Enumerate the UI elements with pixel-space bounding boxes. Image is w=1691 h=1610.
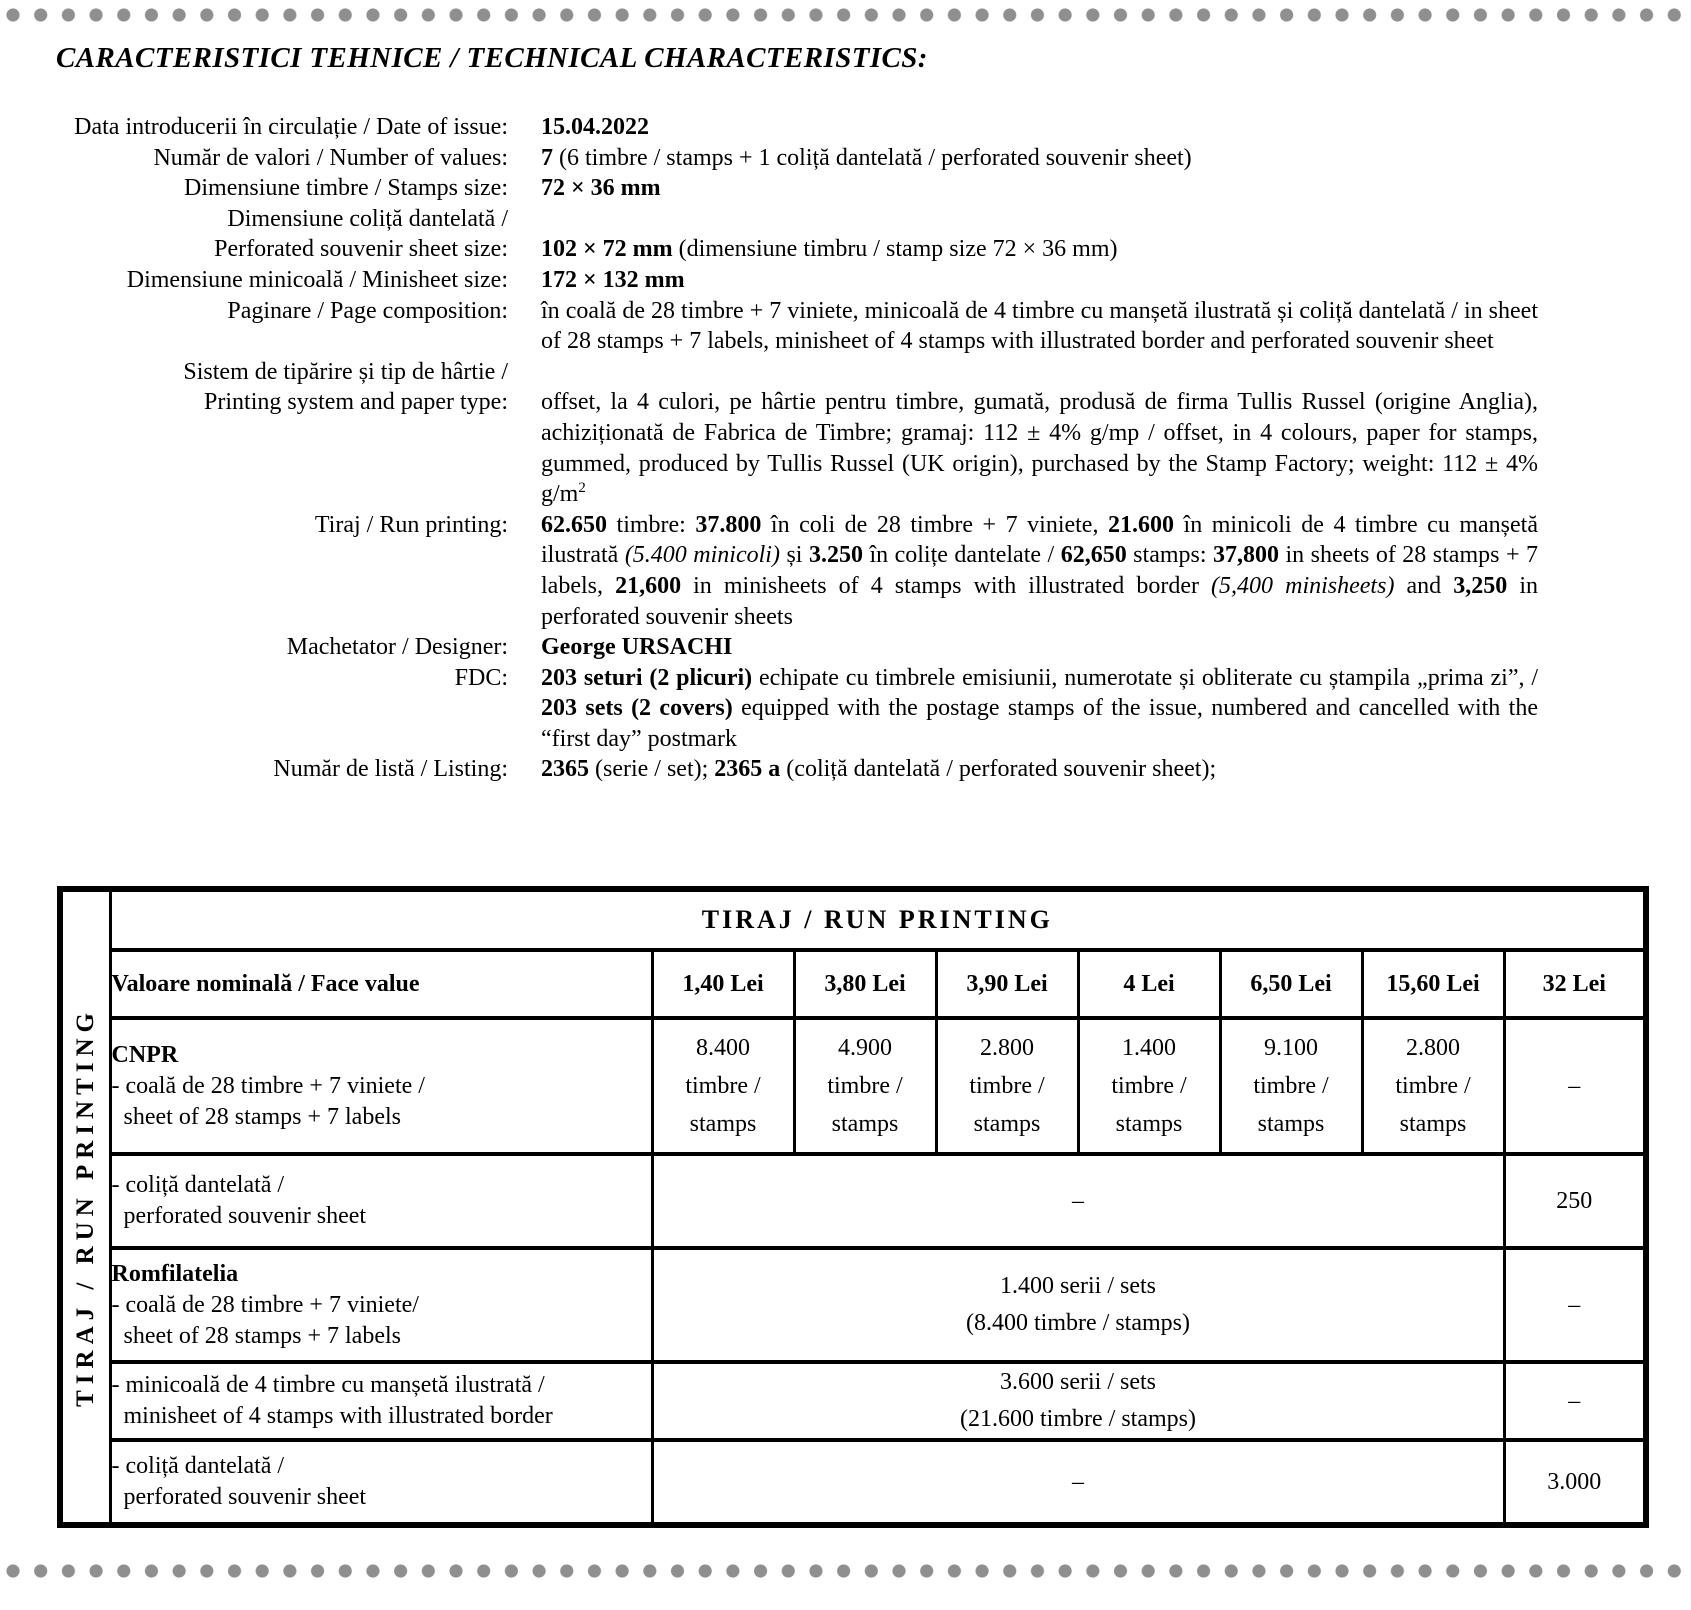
table-row-romfilatelia-sheet-of-28: Romfilatelia - coală de 28 timbre + 7 vin…	[60, 1246, 1648, 1364]
info-value: 2365 (serie / set); 2365 a (coliță dante…	[541, 756, 1217, 783]
info-value: 62.650 timbre: 37.800 în coli de 28 timb…	[541, 511, 1538, 630]
table-row-cnpr-sheet-of-28: CNPR - coală de 28 timbre + 7 viniete / s…	[60, 1016, 1648, 1156]
romfilatelia-souvenir-merged-cell: –	[650, 1438, 1506, 1527]
cnpr-qty-3-80: 4.900 timbre / stamps	[792, 1016, 938, 1156]
info-row-designer: Machetator / Designer: George URSACHI	[40, 632, 1632, 663]
cnpr-qty-4: 1.400 timbre / stamps	[1076, 1016, 1222, 1156]
cnpr-qty-6-50: 9.100 timbre / stamps	[1218, 1016, 1364, 1156]
cnpr-qty-15-60: 2.800 timbre / stamps	[1360, 1016, 1506, 1156]
info-label: Data introducerii în circulație / Date o…	[74, 114, 508, 140]
info-label: Sistem de tipărire și tip de hârtie / Pri…	[183, 358, 508, 416]
face-value-32-lei: 32 Lei	[1502, 948, 1648, 1020]
cnpr-qty-3-90: 2.800 timbre / stamps	[934, 1016, 1080, 1156]
info-label: Paginare / Page composition:	[227, 297, 508, 324]
face-value-4-lei: 4 Lei	[1076, 948, 1222, 1020]
info-label: Dimensiune timbre / Stamps size:	[184, 175, 508, 202]
table-side-header-label: TIRAJ / RUN PRINTING	[71, 1007, 99, 1407]
info-value: 72 × 36 mm	[541, 175, 661, 202]
info-value: offset, la 4 culori, pe hârtie pentru ti…	[541, 389, 1538, 508]
minisheet-sets-merged-cell: 3.600 serii / sets (21.600 timbre / stam…	[650, 1360, 1506, 1442]
row-label-romfilatelia: Romfilatelia - coală de 28 timbre + 7 vin…	[108, 1246, 654, 1364]
table-row-romfilatelia-souvenir-sheet: - coliță dantelată / perforated souvenir…	[60, 1438, 1648, 1527]
dotted-border-bottom	[6, 1564, 1687, 1579]
info-label: Dimensiune coliță dantelată / Perforated …	[214, 205, 508, 263]
info-value: 102 × 72 mm (dimensiune timbru / stamp s…	[541, 236, 1118, 263]
cnpr-souvenir-qty-32: 250	[1502, 1152, 1648, 1250]
table-title-cell: TIRAJ / RUN PRINTING	[108, 887, 1648, 952]
run-printing-table: TIRAJ / RUN PRINTING TIRAJ / RUN PRINTIN…	[57, 886, 1650, 1528]
table-row-cnpr-souvenir-sheet: - coliță dantelată / perforated souvenir…	[60, 1152, 1648, 1250]
info-value: 7 (6 timbre / stamps + 1 coliță dantelat…	[541, 144, 1192, 171]
technical-characteristics-list: Data introducerii în circulație / Date o…	[40, 112, 1632, 785]
dotted-border-top	[6, 8, 1687, 23]
row-label-cnpr: CNPR - coală de 28 timbre + 7 viniete / s…	[108, 1016, 654, 1156]
face-value-3-80-lei: 3,80 Lei	[792, 948, 938, 1020]
info-label: Număr de valori / Number of values:	[153, 144, 508, 171]
row-label-romfilatelia-souvenir: - coliță dantelată / perforated souvenir…	[108, 1438, 654, 1527]
minisheet-qty-32: –	[1502, 1360, 1648, 1442]
face-value-6-50-lei: 6,50 Lei	[1218, 948, 1364, 1020]
romfilatelia-qty-32: –	[1502, 1246, 1648, 1364]
info-row-date-of-issue: Data introducerii în circulație / Date o…	[40, 112, 1632, 143]
info-label: Machetator / Designer:	[286, 634, 508, 661]
info-label: Tiraj / Run printing:	[314, 511, 508, 538]
face-value-1-40-lei: 1,40 Lei	[650, 948, 796, 1020]
info-row-fdc: FDC: 203 seturi (2 plicuri) echipate cu …	[40, 663, 1632, 755]
info-label: Număr de listă / Listing:	[273, 756, 508, 783]
face-value-header-cell: Valoare nominală / Face value	[108, 948, 654, 1020]
table-row-romfilatelia-minisheet: - minicoală de 4 timbre cu manșetă ilust…	[60, 1360, 1648, 1442]
info-row-stamps-size: Dimensiune timbre / Stamps size: 72 × 36…	[40, 173, 1632, 204]
info-label: FDC:	[454, 664, 508, 691]
info-value: în coală de 28 timbre + 7 viniete, minic…	[541, 297, 1538, 355]
face-value-15-60-lei: 15,60 Lei	[1360, 948, 1506, 1020]
info-value: George URSACHI	[541, 634, 733, 661]
info-row-run-printing: Tiraj / Run printing: 62.650 timbre: 37.…	[40, 510, 1632, 632]
info-row-printing-system: Sistem de tipărire și tip de hârtie / Pri…	[40, 357, 1632, 510]
info-row-souvenir-sheet-size: Dimensiune coliță dantelată / Perforated …	[40, 204, 1632, 265]
cnpr-souvenir-merged-cell: –	[650, 1152, 1506, 1250]
info-value: 172 × 132 mm	[541, 266, 685, 293]
row-label-cnpr-souvenir: - coliță dantelată / perforated souvenir…	[108, 1152, 654, 1250]
info-row-page-composition: Paginare / Page composition: în coală de…	[40, 296, 1632, 357]
table-side-header-cell: TIRAJ / RUN PRINTING	[58, 887, 112, 1527]
row-label-minisheet: - minicoală de 4 timbre cu manșetă ilust…	[108, 1360, 654, 1442]
info-value: 203 seturi (2 plicuri) echipate cu timbr…	[541, 664, 1538, 752]
info-label: Dimensiune minicoală / Minisheet size:	[126, 266, 508, 293]
face-value-3-90-lei: 3,90 Lei	[934, 948, 1080, 1020]
info-value: 15.04.2022	[541, 114, 649, 140]
cnpr-qty-32: –	[1502, 1016, 1648, 1156]
page-title: CARACTERISTICI TEHNICE / TECHNICAL CHARA…	[56, 42, 928, 74]
romfilatelia-sets-merged-cell: 1.400 serii / sets (8.400 timbre / stamp…	[650, 1246, 1506, 1364]
info-row-minisheet-size: Dimensiune minicoală / Minisheet size: 1…	[40, 265, 1632, 296]
cnpr-qty-1-40: 8.400 timbre / stamps	[650, 1016, 796, 1156]
romfilatelia-souvenir-qty-32: 3.000	[1502, 1438, 1648, 1527]
info-row-listing: Număr de listă / Listing: 2365 (serie / …	[40, 754, 1632, 785]
info-row-number-of-values: Număr de valori / Number of values: 7 (6…	[40, 143, 1632, 174]
